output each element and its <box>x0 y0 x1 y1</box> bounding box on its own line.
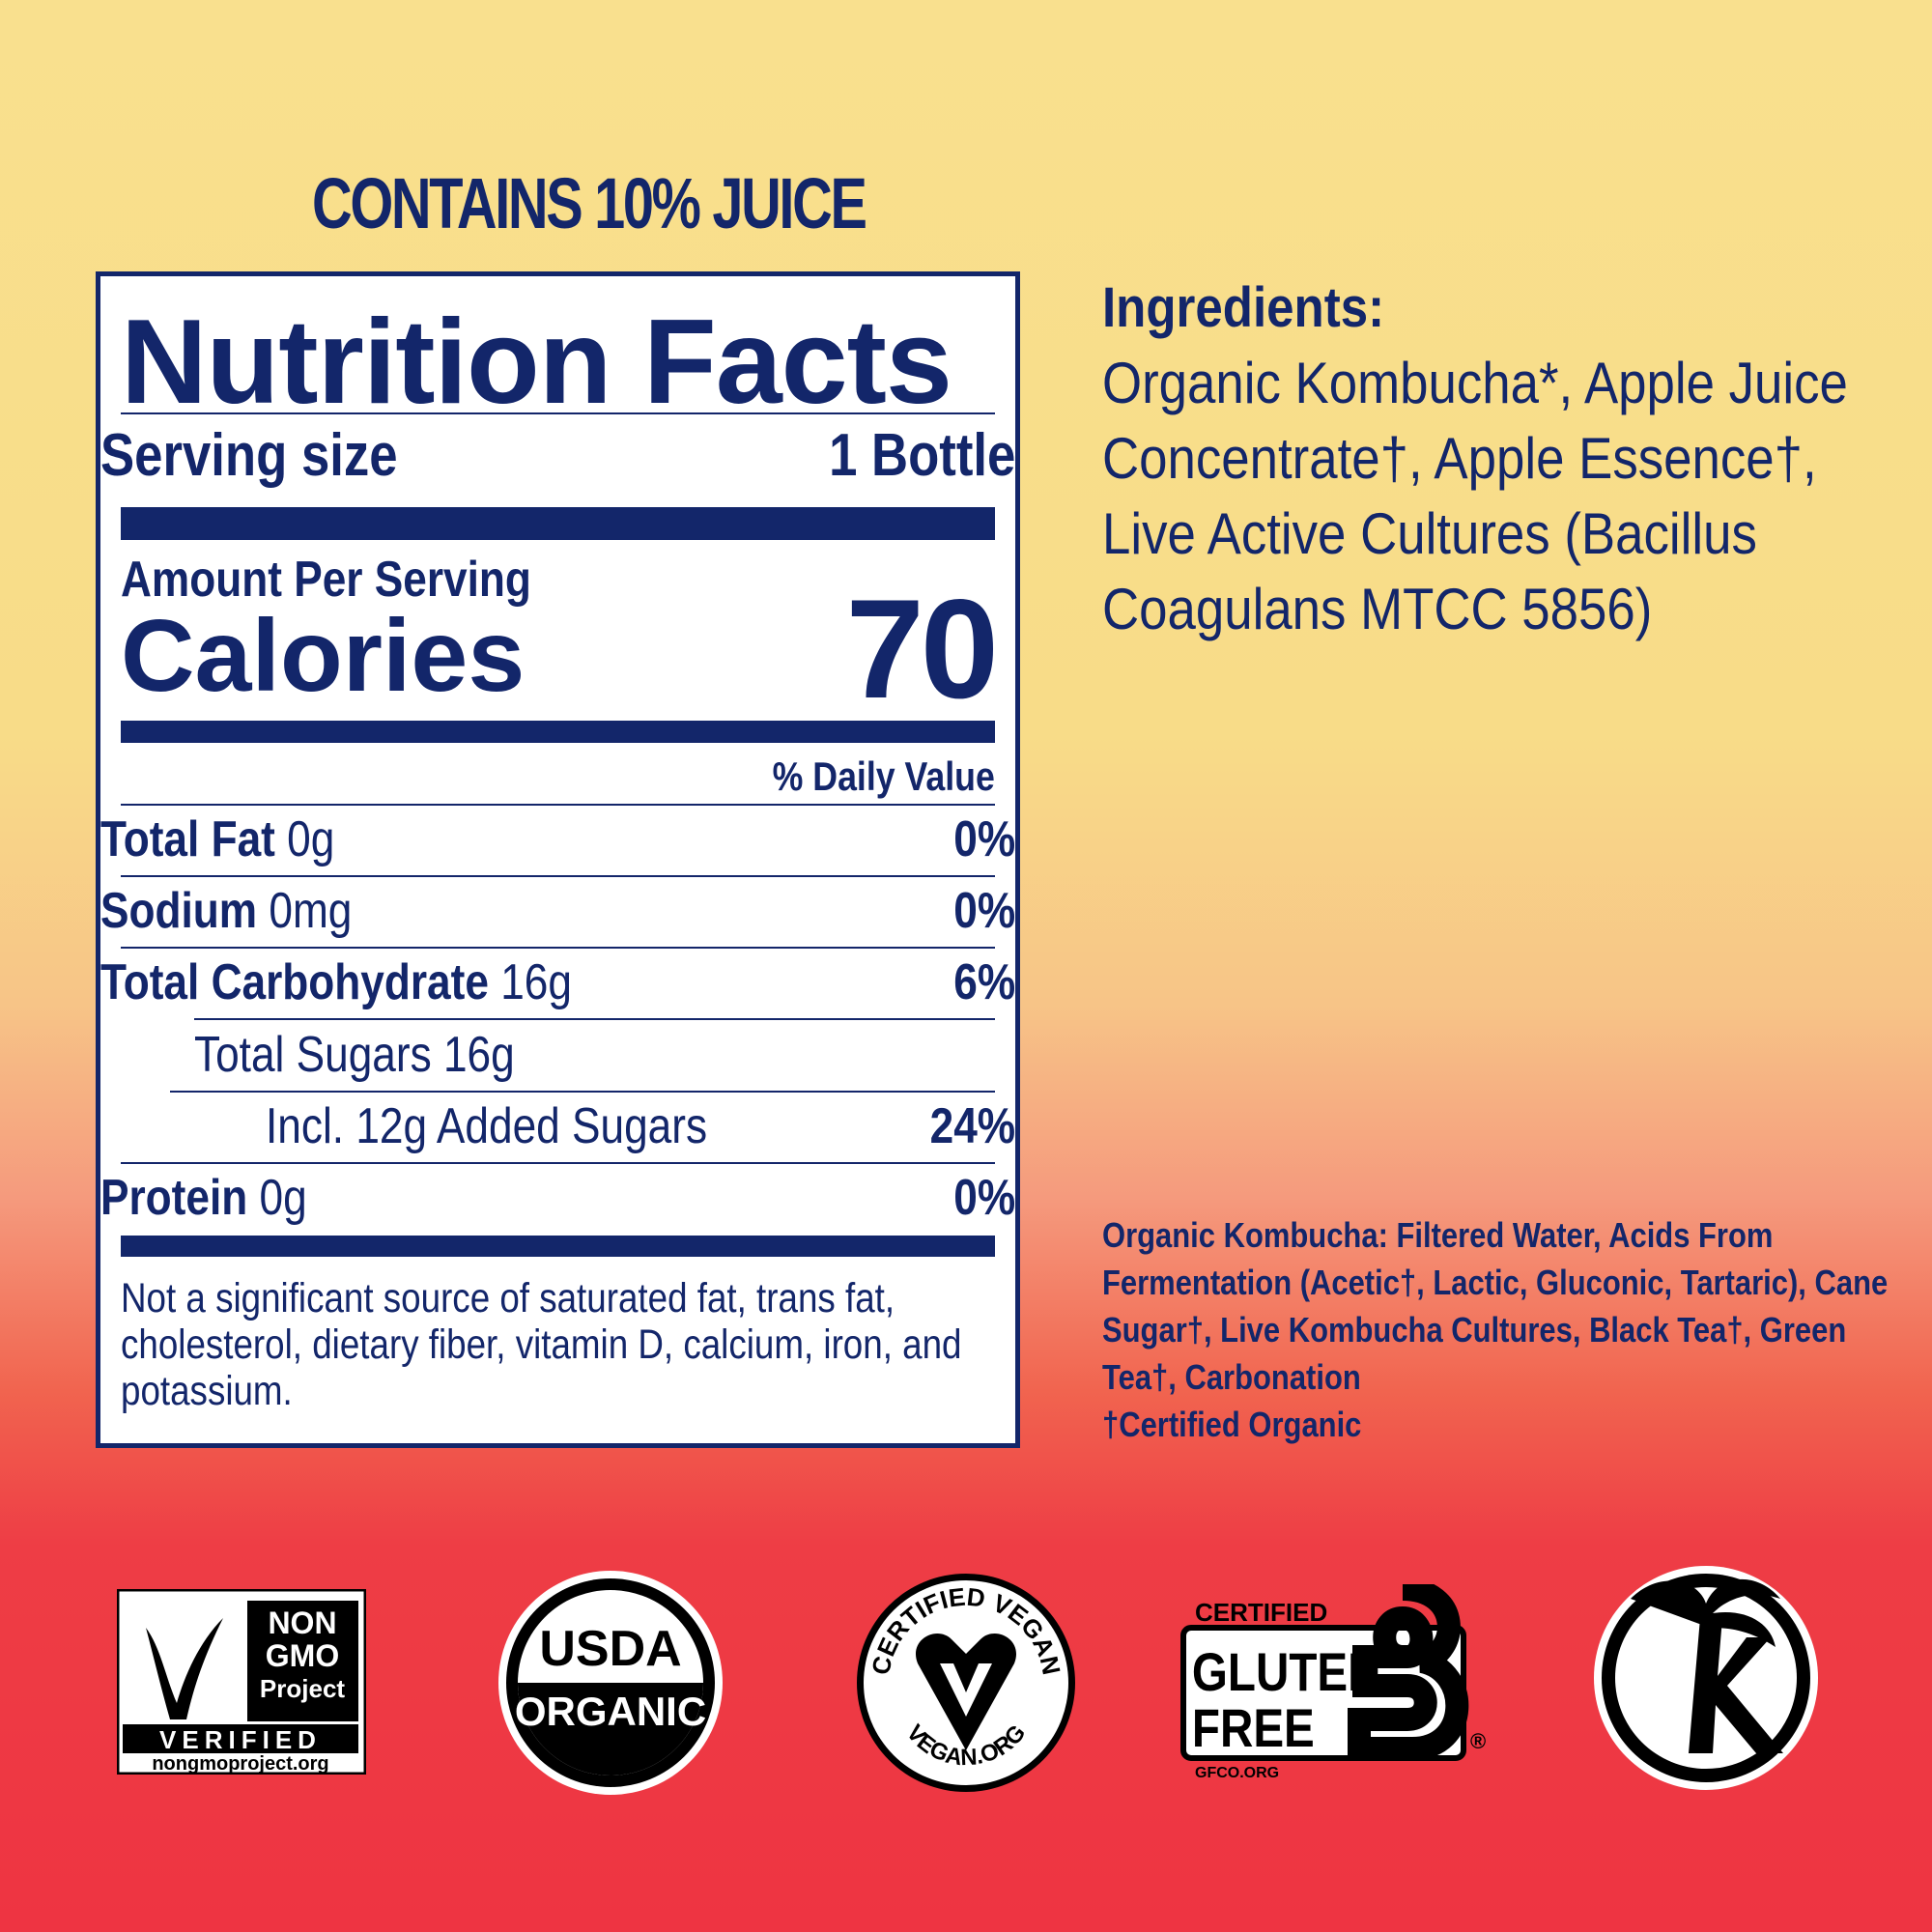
nutrient-label: Total Fat <box>100 811 275 867</box>
divider <box>170 1091 995 1093</box>
serving-size-label: Serving size <box>100 422 398 489</box>
nutrient-label: Sodium <box>100 883 258 939</box>
nutrition-title: Nutrition Facts <box>121 296 952 429</box>
badge-text: GFCO.ORG <box>1195 1765 1279 1781</box>
ingredients-list: Organic Kombucha*, Apple Juice Concentra… <box>1102 351 1848 641</box>
certified-vegan-badge: CERTIFIED VEGAN VEGAN.ORG <box>857 1574 1075 1792</box>
butterfly-plant-icon <box>146 1618 223 1719</box>
nutrient-amount: 0g <box>287 811 335 867</box>
divider <box>121 947 995 949</box>
badge-text: GLUTEN <box>1192 1642 1381 1702</box>
badge-text: CERTIFIED <box>1195 1598 1327 1627</box>
nutrient-amount: 0mg <box>269 883 353 939</box>
kosher-k-icon <box>1689 1618 1783 1753</box>
badge-text: ORGANIC <box>515 1689 706 1734</box>
nutrient-row-sodium: Sodium 0mg 0% <box>100 882 1015 940</box>
nutrient-label: Total Carbohydrate <box>100 954 489 1010</box>
gluten-g-icon <box>1348 1584 1469 1760</box>
badge-text: FREE <box>1192 1698 1315 1758</box>
nutrient-label: Incl. 12g Added Sugars <box>266 1098 708 1154</box>
badge-text: NON <box>268 1605 336 1640</box>
badge-text: GMO <box>266 1638 339 1673</box>
nutrient-label: Protein <box>100 1170 248 1226</box>
divider-thick <box>121 721 995 743</box>
certified-organic-note: †Certified Organic <box>1102 1405 1362 1444</box>
divider-thick <box>121 507 995 540</box>
vegan-heart-v-icon <box>916 1634 1016 1750</box>
divider <box>121 412 995 414</box>
divider <box>194 1018 995 1020</box>
nutrient-dv: 24% <box>929 1098 1015 1154</box>
ingredients-heading: Ingredients: <box>1102 276 1385 339</box>
nutrient-dv: 0% <box>953 1170 1015 1226</box>
svg-text:®: ® <box>1470 1729 1486 1753</box>
non-gmo-verified-badge: NON GMO Project VERIFIED nongmoproject.o… <box>117 1589 366 1775</box>
usda-organic-badge: USDA ORGANIC <box>498 1571 723 1795</box>
palm-tree-icon <box>1631 1578 1780 1647</box>
divider <box>121 804 995 806</box>
badge-text: VERIFIED <box>159 1725 322 1754</box>
serving-size-value: 1 Bottle <box>828 422 1015 489</box>
kombucha-ingredients-list: Organic Kombucha: Filtered Water, Acids … <box>1102 1215 1889 1397</box>
kombucha-ingredients: Organic Kombucha: Filtered Water, Acids … <box>1102 1211 1900 1448</box>
kosher-badge <box>1594 1566 1818 1790</box>
calories-label: Calories <box>121 599 526 713</box>
nutrient-dv: 0% <box>953 811 1015 867</box>
nutrient-amount: 16g <box>500 954 572 1010</box>
juice-claim: CONTAINS 10% JUICE <box>312 163 867 243</box>
divider <box>121 1162 995 1164</box>
nutrition-footnote: Not a significant source of saturated fa… <box>121 1275 962 1414</box>
divider-thick <box>121 1236 995 1257</box>
nutrient-row-total-carbohydrate: Total Carbohydrate 16g 6% <box>100 953 1015 1011</box>
badge-text: nongmoproject.org <box>152 1753 328 1775</box>
nutrient-dv: 6% <box>953 954 1015 1010</box>
amount-per-serving: Amount Per Serving <box>121 552 531 608</box>
certified-gluten-free-badge: CERTIFIED GLUTEN FREE ® GFCO.ORG <box>1180 1584 1486 1781</box>
badge-text: USDA <box>539 1621 681 1677</box>
nutrient-dv: 0% <box>953 883 1015 939</box>
nutrient-label: Total Sugars 16g <box>194 1027 515 1083</box>
nutrient-row-protein: Protein 0g 0% <box>100 1169 1015 1227</box>
nutrient-row-total-sugars: Total Sugars 16g <box>194 1026 1015 1084</box>
daily-value-header: % Daily Value <box>772 753 995 799</box>
calories-value: 70 <box>845 570 999 727</box>
nutrition-facts-panel: Nutrition Facts Serving size 1 Bottle Am… <box>96 271 1020 1448</box>
badge-text: Project <box>260 1674 345 1703</box>
divider <box>121 875 995 877</box>
nutrient-amount: 0g <box>259 1170 307 1226</box>
nutrient-row-total-fat: Total Fat 0g 0% <box>100 810 1015 868</box>
ingredients-section: Ingredients: Organic Kombucha*, Apple Ju… <box>1102 275 1894 647</box>
nutrient-row-added-sugars: Incl. 12g Added Sugars 24% <box>266 1097 1015 1155</box>
